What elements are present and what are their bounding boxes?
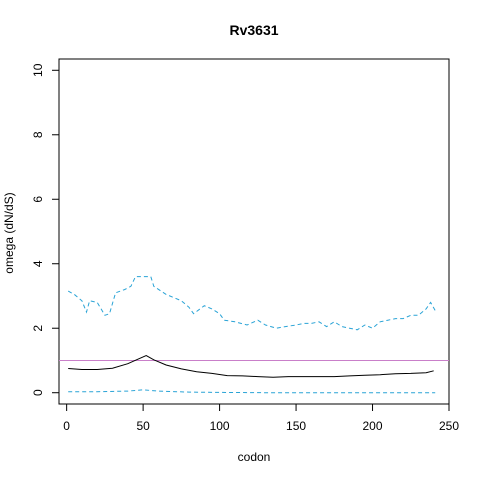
- x-axis: 0 50 100 150 200 250: [63, 403, 459, 433]
- y-axis-label: omega (dN/dS): [2, 192, 16, 273]
- y-tick-label: 6: [31, 196, 45, 203]
- x-tick-label: 200: [363, 419, 383, 433]
- y-tick-label: 8: [31, 131, 45, 138]
- x-tick-label: 250: [439, 419, 459, 433]
- series-line: [68, 355, 434, 378]
- series-group: [67, 276, 436, 394]
- y-tick-label: 2: [31, 325, 45, 332]
- x-tick-label: 150: [286, 419, 306, 433]
- y-tick-label: 0: [31, 389, 45, 396]
- x-tick-label: 0: [63, 419, 70, 433]
- y-tick-label: 10: [31, 63, 45, 77]
- x-tick-label: 50: [136, 419, 150, 433]
- y-tick-label: 4: [31, 260, 45, 267]
- chart-title: Rv3631: [229, 22, 278, 38]
- x-axis-label: codon: [238, 450, 271, 464]
- series-line: [68, 389, 436, 394]
- plot-frame: [58, 58, 450, 405]
- y-axis: 0 2 4 6 8 10: [31, 63, 60, 396]
- series-line: [67, 276, 436, 331]
- x-tick-label: 100: [210, 419, 230, 433]
